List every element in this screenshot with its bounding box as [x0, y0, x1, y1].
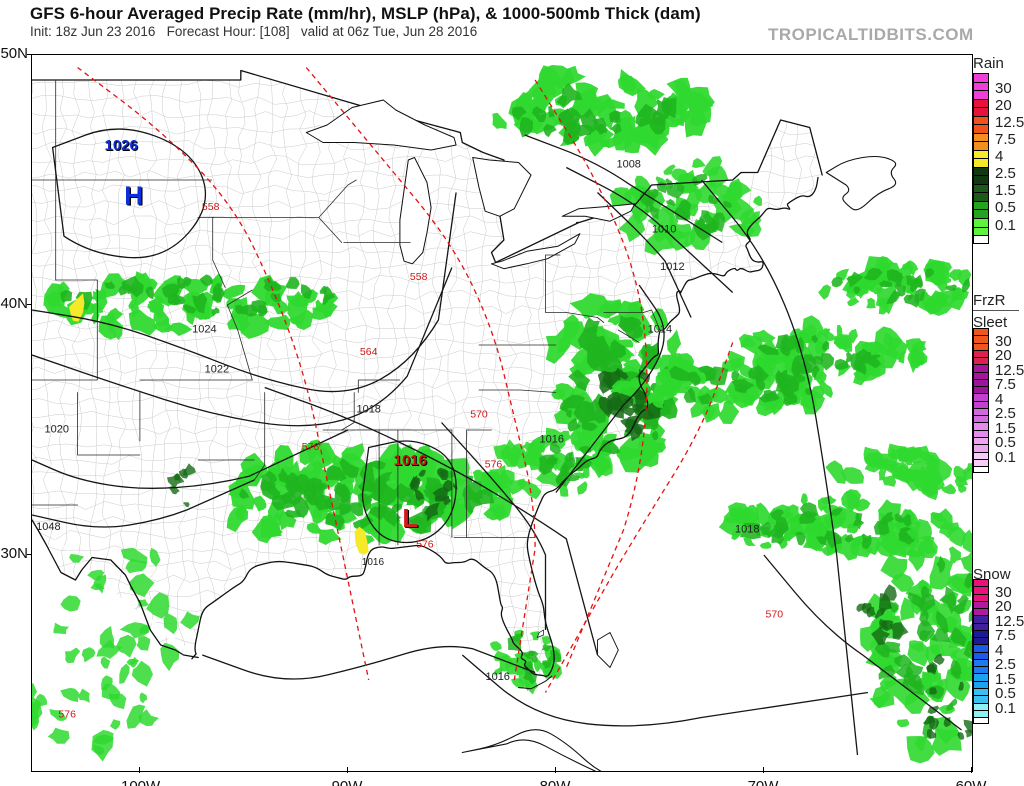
svg-text:558: 558 — [410, 271, 428, 283]
svg-text:1018: 1018 — [735, 524, 759, 536]
svg-text:1008: 1008 — [616, 159, 640, 171]
svg-text:1012: 1012 — [660, 261, 684, 273]
svg-text:L: L — [402, 503, 418, 533]
svg-text:570: 570 — [470, 409, 488, 421]
svg-text:576: 576 — [302, 441, 320, 453]
svg-text:1020: 1020 — [45, 424, 69, 436]
svg-text:1022: 1022 — [205, 364, 229, 376]
svg-text:570: 570 — [766, 609, 784, 621]
svg-text:1010: 1010 — [652, 224, 676, 236]
svg-text:1026: 1026 — [105, 137, 138, 154]
svg-text:1048: 1048 — [36, 521, 60, 533]
svg-text:1016: 1016 — [485, 671, 509, 683]
svg-text:564: 564 — [360, 346, 378, 358]
svg-text:1016: 1016 — [394, 452, 427, 469]
svg-text:1018: 1018 — [356, 404, 380, 416]
svg-text:576: 576 — [485, 459, 503, 471]
svg-text:558: 558 — [202, 201, 220, 213]
svg-text:1014: 1014 — [648, 324, 672, 336]
svg-text:576: 576 — [416, 539, 434, 551]
svg-text:H: H — [124, 181, 143, 211]
svg-text:576: 576 — [58, 709, 76, 721]
svg-text:1016: 1016 — [362, 557, 385, 568]
svg-text:1024: 1024 — [192, 324, 216, 336]
svg-text:1016: 1016 — [540, 434, 564, 446]
